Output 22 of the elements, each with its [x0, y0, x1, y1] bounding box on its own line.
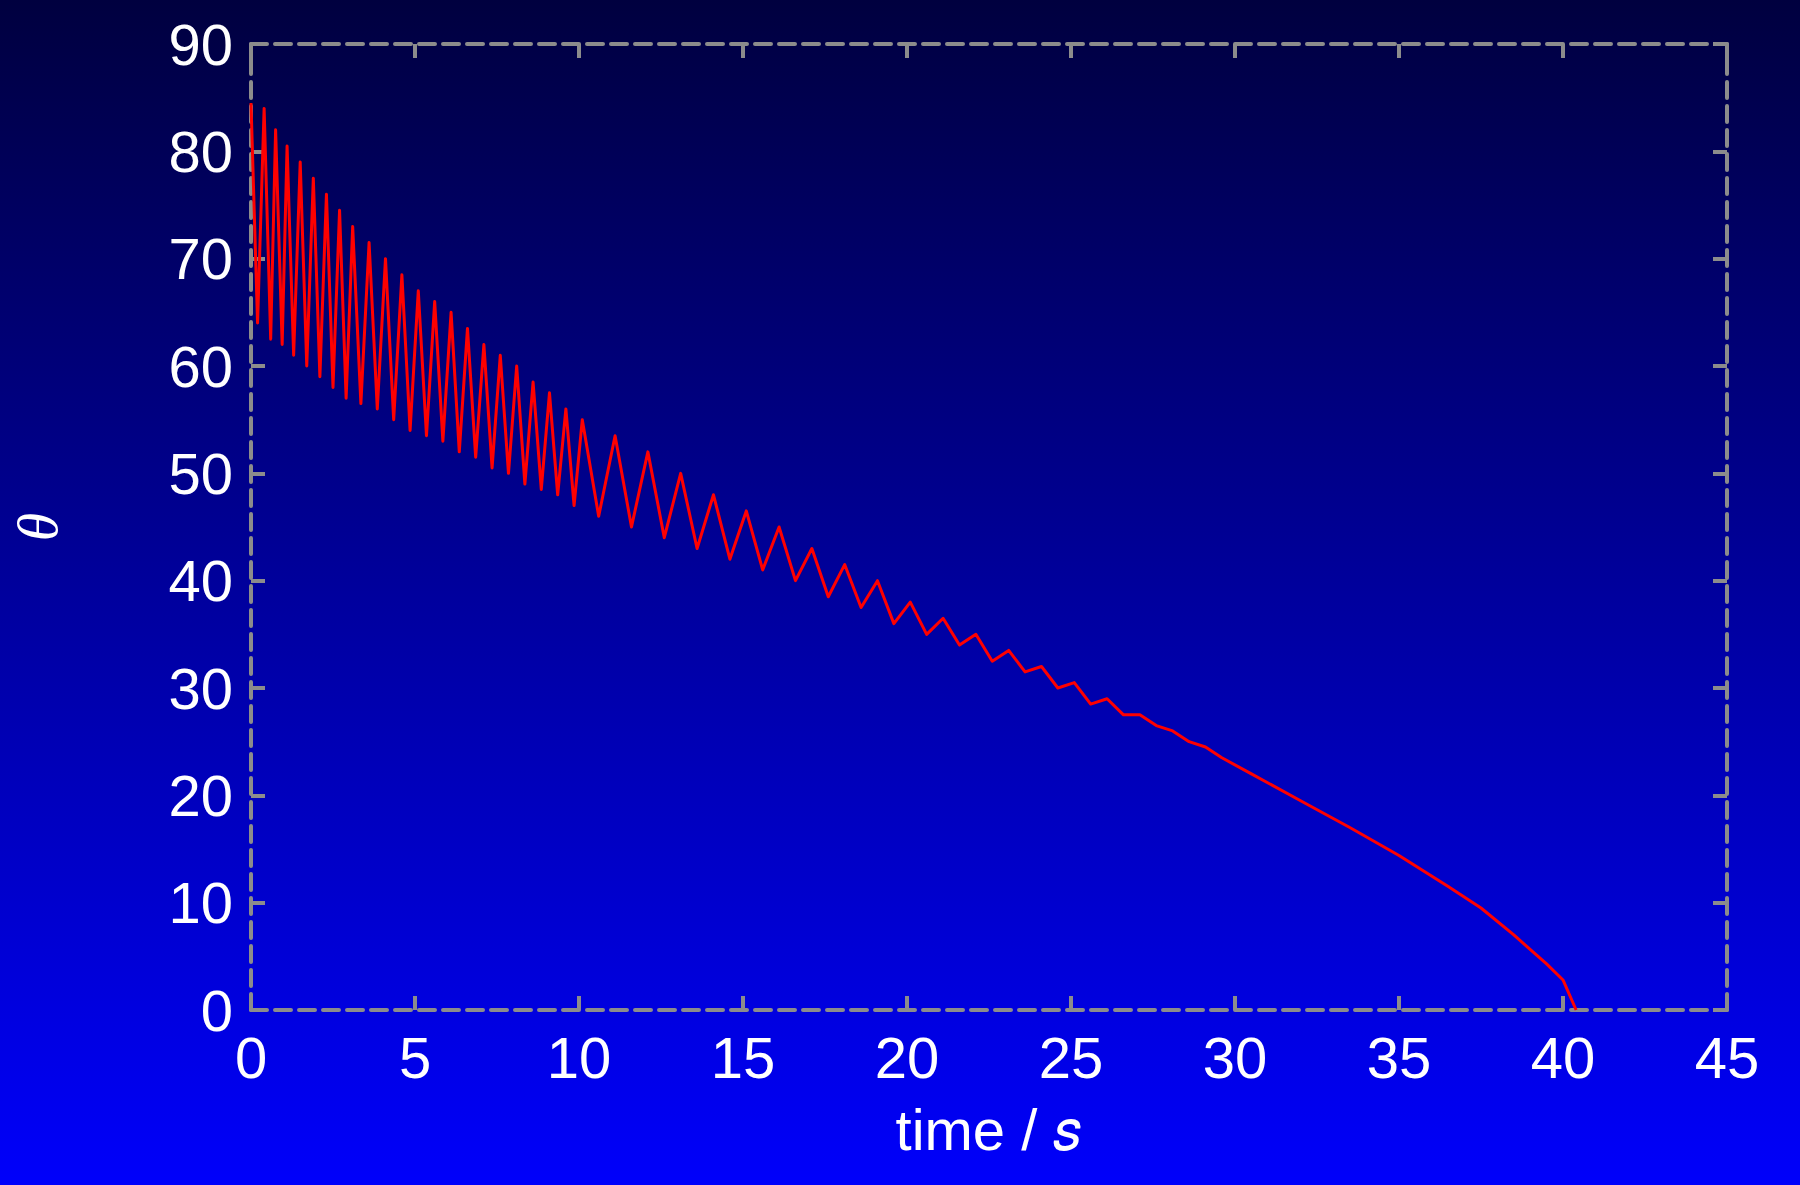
- x-tick-label: 35: [1366, 1024, 1432, 1090]
- y-tick-label: 20: [168, 762, 233, 828]
- y-tick-label: 40: [168, 548, 233, 614]
- y-tick-label: 30: [168, 655, 233, 721]
- y-tick-label: 90: [168, 11, 233, 77]
- x-tick-label: 40: [1530, 1024, 1596, 1090]
- x-tick-label: 5: [398, 1024, 432, 1090]
- y-tick-label: 50: [168, 440, 233, 506]
- y-tick-label: 60: [168, 333, 233, 399]
- y-tick-label: 10: [168, 870, 233, 936]
- x-axis-title: time / 𝑠: [895, 1096, 1083, 1162]
- x-tick-label: 25: [1038, 1024, 1104, 1090]
- y-tick-label: 70: [168, 226, 233, 292]
- y-tick-label: 80: [168, 118, 233, 184]
- y-tick-label: 0: [200, 977, 233, 1043]
- x-tick-label: 15: [710, 1024, 776, 1090]
- line-series: [249, 101, 1578, 1012]
- y-axis-title: θ: [4, 512, 70, 542]
- x-tick-label: 10: [546, 1024, 612, 1090]
- x-tick-label: 45: [1694, 1024, 1760, 1090]
- x-tick-label: 30: [1202, 1024, 1268, 1090]
- x-tick-label: 20: [874, 1024, 940, 1090]
